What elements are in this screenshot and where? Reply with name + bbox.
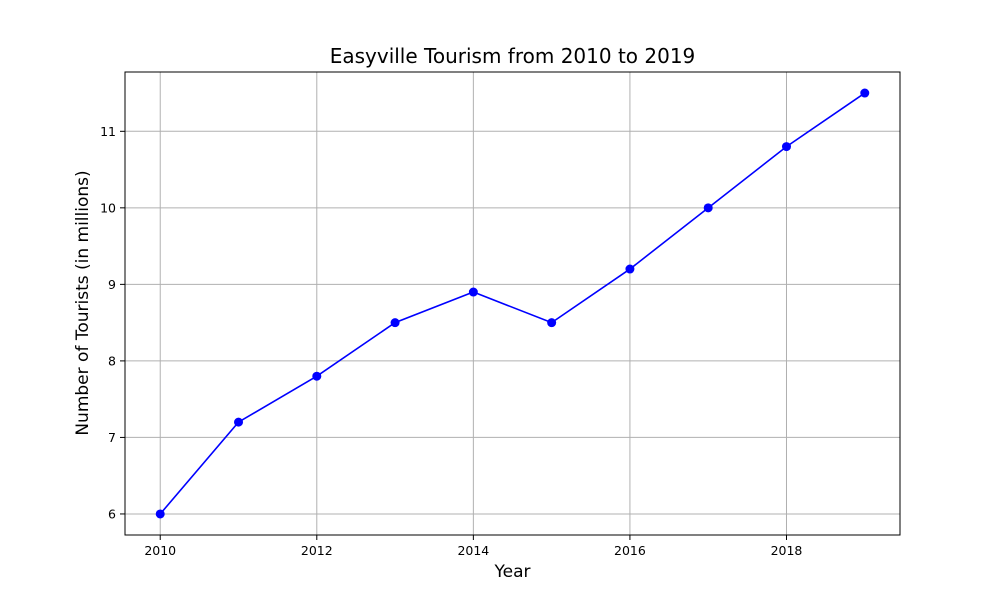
data-point-marker bbox=[468, 287, 478, 297]
x-tick-label: 2014 bbox=[457, 543, 489, 558]
x-tick-label: 2010 bbox=[144, 543, 176, 558]
data-point-marker bbox=[625, 264, 635, 274]
x-tick-label: 2018 bbox=[771, 543, 803, 558]
y-tick-label: 11 bbox=[100, 124, 116, 139]
x-axis-title: Year bbox=[494, 562, 531, 582]
y-tick-label: 8 bbox=[108, 353, 116, 368]
y-tick-label: 7 bbox=[108, 430, 116, 445]
data-point-marker bbox=[703, 203, 713, 213]
data-point-marker bbox=[312, 371, 322, 381]
y-tick-label: 6 bbox=[108, 506, 116, 521]
y-axis-title: Number of Tourists (in millions) bbox=[73, 170, 93, 435]
data-point-marker bbox=[547, 318, 557, 328]
y-tick-label: 9 bbox=[108, 277, 116, 292]
grid-lines bbox=[125, 72, 900, 535]
y-tick-label: 10 bbox=[100, 200, 116, 215]
series-line bbox=[159, 92, 866, 515]
data-point-marker bbox=[234, 417, 244, 427]
x-tick-label: 2016 bbox=[614, 543, 646, 558]
data-point-marker bbox=[155, 509, 165, 519]
axis-ticks: 2010 2012 2014 2016 2018 6 7 8 9 10 11 bbox=[100, 124, 802, 558]
data-series bbox=[155, 88, 870, 519]
data-point-marker bbox=[860, 88, 870, 98]
chart-title: Easyville Tourism from 2010 to 2019 bbox=[330, 44, 696, 68]
plot-area-frame bbox=[124, 71, 901, 536]
data-point-marker bbox=[781, 142, 791, 152]
data-point-marker bbox=[390, 318, 400, 328]
x-tick-label: 2012 bbox=[301, 543, 333, 558]
